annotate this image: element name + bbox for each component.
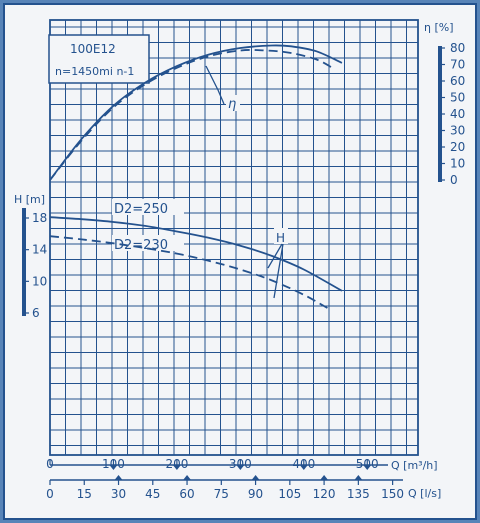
h-curve-label: H bbox=[276, 231, 285, 245]
chart-subtitle: n=1450mi n-1 bbox=[55, 65, 134, 78]
q-m3h-tick-label: 500 bbox=[356, 457, 379, 471]
q-m3h-marker bbox=[299, 465, 308, 470]
q-ls-marker bbox=[114, 475, 123, 480]
h-tick-label: 14 bbox=[32, 243, 47, 257]
h-curve-2230 bbox=[49, 235, 330, 310]
curves bbox=[49, 44, 343, 310]
q-m3h-marker bbox=[172, 465, 181, 470]
eta-label-bg bbox=[226, 95, 240, 111]
q-ls-tick-label: 15 bbox=[77, 487, 92, 501]
q-ls-tick-label: 30 bbox=[111, 487, 126, 501]
h-leader-lines bbox=[267, 243, 284, 299]
eta-curve-2230 bbox=[49, 49, 333, 181]
h-axis-label: H [m] bbox=[14, 193, 45, 206]
h-curve-label-bg bbox=[274, 228, 288, 244]
eta-axis-label: η [%] bbox=[424, 21, 454, 34]
eta-leader-line bbox=[205, 65, 225, 105]
eta-curve-label: η bbox=[228, 97, 236, 112]
eta-tick-label: 50 bbox=[450, 91, 465, 105]
q-ls-tick-label: 0 bbox=[46, 487, 54, 501]
d230-label: D2=230 bbox=[114, 238, 168, 253]
eta-curve-2250 bbox=[49, 44, 343, 181]
q-ls-marker bbox=[183, 475, 192, 480]
eta-tick-label: 30 bbox=[450, 124, 465, 138]
q-m3h-tick-label: 200 bbox=[165, 457, 188, 471]
q-ls-marker bbox=[320, 475, 329, 480]
q-ls-tick-label: 135 bbox=[347, 487, 370, 501]
q-axis-label-m3h: Q [m³/h] bbox=[391, 459, 438, 472]
eta-tick-label: 10 bbox=[450, 157, 465, 171]
chart-title: 100E12 bbox=[70, 42, 116, 56]
q-ls-tick-label: 60 bbox=[179, 487, 194, 501]
q-ls-tick-label: 75 bbox=[214, 487, 229, 501]
q-m3h-marker bbox=[236, 465, 245, 470]
eta-tick-label: 70 bbox=[450, 58, 465, 72]
q-m3h-tick-label: 100 bbox=[102, 457, 125, 471]
q-m3h-tick-label: 400 bbox=[292, 457, 315, 471]
q-m3h-tick-label: 300 bbox=[229, 457, 252, 471]
q-m3h-marker bbox=[109, 465, 118, 470]
q-ls-tick-label: 90 bbox=[248, 487, 263, 501]
title-box bbox=[48, 34, 150, 84]
eta-tick-label: 40 bbox=[450, 107, 465, 121]
q-m3h-marker bbox=[363, 465, 372, 470]
q-ls-marker bbox=[354, 475, 363, 480]
q-m3h-tick-label: 0 bbox=[46, 457, 54, 471]
plot-border bbox=[49, 19, 419, 456]
h-tick-label: 6 bbox=[32, 306, 40, 320]
d230-label-bg bbox=[112, 235, 184, 251]
d250-label: D2=250 bbox=[114, 202, 168, 217]
eta-tick-label: 80 bbox=[450, 41, 465, 55]
q-ls-tick-label: 150 bbox=[381, 487, 404, 501]
h-tick-label: 18 bbox=[32, 211, 47, 225]
q-ls-tick-label: 105 bbox=[278, 487, 301, 501]
q-ls-tick-label: 120 bbox=[313, 487, 336, 501]
q-axis-label-ls: Q [l/s] bbox=[408, 487, 441, 500]
q-ls-tick-label: 45 bbox=[145, 487, 160, 501]
eta-tick-label: 60 bbox=[450, 74, 465, 88]
h-curve-2250 bbox=[49, 216, 343, 292]
grid bbox=[49, 19, 419, 456]
eta-tick-label: 0 bbox=[450, 173, 458, 187]
d250-label-bg bbox=[112, 199, 184, 215]
h-tick-label: 10 bbox=[32, 274, 47, 288]
q-ls-marker bbox=[251, 475, 260, 480]
eta-tick-label: 20 bbox=[450, 140, 465, 154]
chart-frame bbox=[3, 3, 477, 520]
